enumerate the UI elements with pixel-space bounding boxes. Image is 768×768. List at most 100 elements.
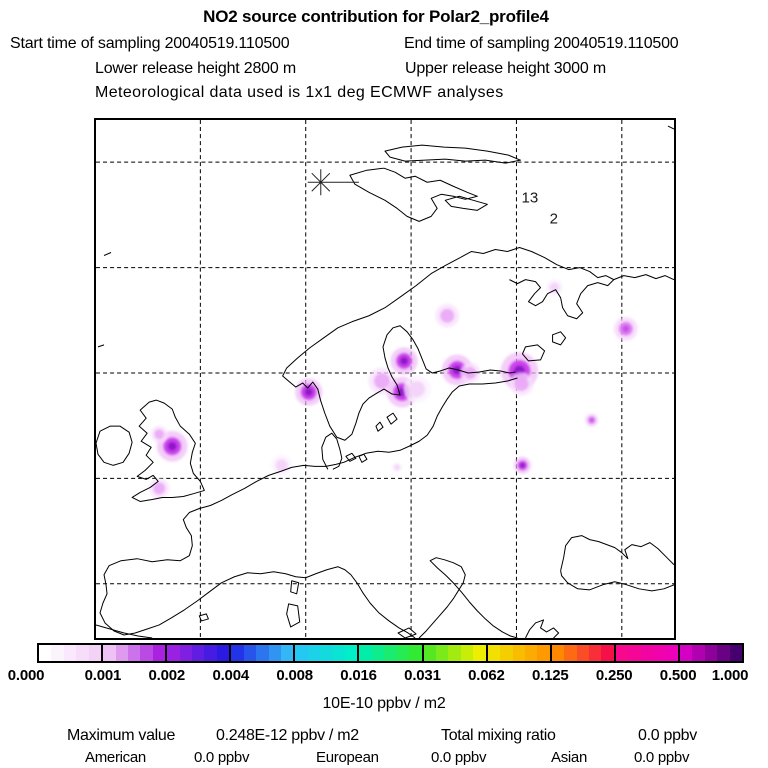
spot-body [373,372,391,390]
coastline-small-marks [97,125,674,348]
colorbar-cell [51,645,64,661]
map-panel: 13 2 [94,118,676,640]
colorbar-cell [524,645,538,661]
total-mixing-ratio-label: Total mixing ratio [441,727,556,744]
contribution-spot [295,378,323,406]
colorbar-cell [576,645,590,661]
colorbar-cell [487,645,501,661]
colorbar-tick-label: 0.004 [212,667,249,684]
colorbar-cell [601,645,614,661]
colorbar-cell [537,645,550,661]
region-asian-value: 0.0 ppbv [634,749,690,766]
region-american-value: 0.0 ppbv [194,749,250,766]
colorbar-segment [485,645,550,661]
colorbar-cell [152,645,166,661]
contribution-spot [513,456,532,474]
coastline-baltic-continent [99,377,518,638]
colorbar-cell [704,645,718,661]
colorbar-cell [640,645,654,661]
colorbar-cell [256,645,269,661]
max-value: 0.248E-12 ppbv / m2 [216,727,359,744]
region-american-label: American [85,749,146,766]
spot-core [304,388,313,397]
colorbar-segment [293,645,358,661]
colorbar-cell [243,645,257,661]
colorbar-cell [679,645,693,661]
contribution-spot [435,303,460,328]
contribution-spot [403,375,431,403]
colorbar-cell [448,645,461,661]
colorbar-cell [500,645,513,661]
colorbar-cell [717,645,730,661]
colorbar-tick-label: 0.250 [595,667,633,684]
contribution-spot [390,347,418,375]
spot-body [154,429,165,440]
colorbar-tick-label: 1.000 [711,667,749,684]
colorbar-cell [179,645,193,661]
colorbar-cell [423,645,436,661]
coastline-scandinavia [282,257,516,441]
colorbar-segment [165,645,230,661]
contribution-spot [148,478,170,499]
colorbar-cell [115,645,128,661]
contribution-spot [584,413,599,427]
colorbar-segment [229,645,294,661]
colorbar-cell [63,645,77,661]
spot-body [394,464,401,471]
colorbar-tick-row: 0.000 0.001 0.002 0.004 0.008 0.016 0.031 0.062… [0,667,768,685]
end-time-label: End time of sampling 20040519.110500 [404,35,679,52]
colorbar-cell [628,645,641,661]
colorbar-cell [280,645,294,661]
colorbar-cell [653,645,666,661]
spot-core [622,325,630,333]
coastline-italy-adriatic [418,557,518,638]
coastline-north-russia [460,246,674,320]
colorbar-segment [677,645,743,661]
colorbar-cell [88,645,102,661]
marker-layer: 13 2 [307,169,558,227]
coastline-north-africa [96,624,153,638]
lower-release-label: Lower release height 2800 m [95,60,296,77]
contribution-spot [391,462,403,473]
colorbar-tick-label: 0.008 [276,667,313,684]
colorbar-segment [101,645,166,661]
coastline-greece [525,619,560,638]
colorbar-cell [231,645,244,661]
colorbar-tick-label: 0.002 [148,667,186,684]
max-value-label: Maximum value [67,727,176,744]
colorbar-cell [216,645,230,661]
trajectory-point-label: 2 [550,210,558,227]
colorbar-cell [345,645,358,661]
coastline-ireland [96,425,133,466]
colorbar-cell [551,645,565,661]
contribution-spot-layer [148,279,638,499]
colorbar-tick-label: 0.000 [7,667,45,684]
contribution-spot [509,372,534,396]
coastline-britain [131,399,205,502]
start-time-label: Start time of sampling 20040519.110500 [10,35,290,52]
colorbar-cell [127,645,141,661]
colorbar-units-label: 10E-10 ppbv / m2 [322,695,446,712]
spot-body [549,282,560,293]
spot-core [400,356,409,365]
coastline-layer [96,125,674,638]
colorbar-cell [167,645,180,661]
coastline-jutland [321,432,343,470]
colorbar-cell [103,645,116,661]
coastline-arctic-isles [349,144,521,222]
colorbar-cell [332,645,346,661]
spot-body [153,482,166,495]
upper-release-label: Upper release height 3000 m [405,60,606,77]
colorbar-tick-label: 0.016 [340,667,377,684]
colorbar-cell [359,645,372,661]
colorbar-tick-label: 0.500 [659,667,697,684]
colorbar-cell [320,645,333,661]
colorbar [37,643,744,663]
colorbar-cell [615,645,629,661]
total-mixing-ratio-value: 0.0 ppbv [638,727,697,744]
colorbar-tick-label: 0.031 [404,667,441,684]
coastline-karelia-lakes [521,331,567,362]
colorbar-tick-label: 0.001 [84,667,122,684]
colorbar-cell [295,645,308,661]
